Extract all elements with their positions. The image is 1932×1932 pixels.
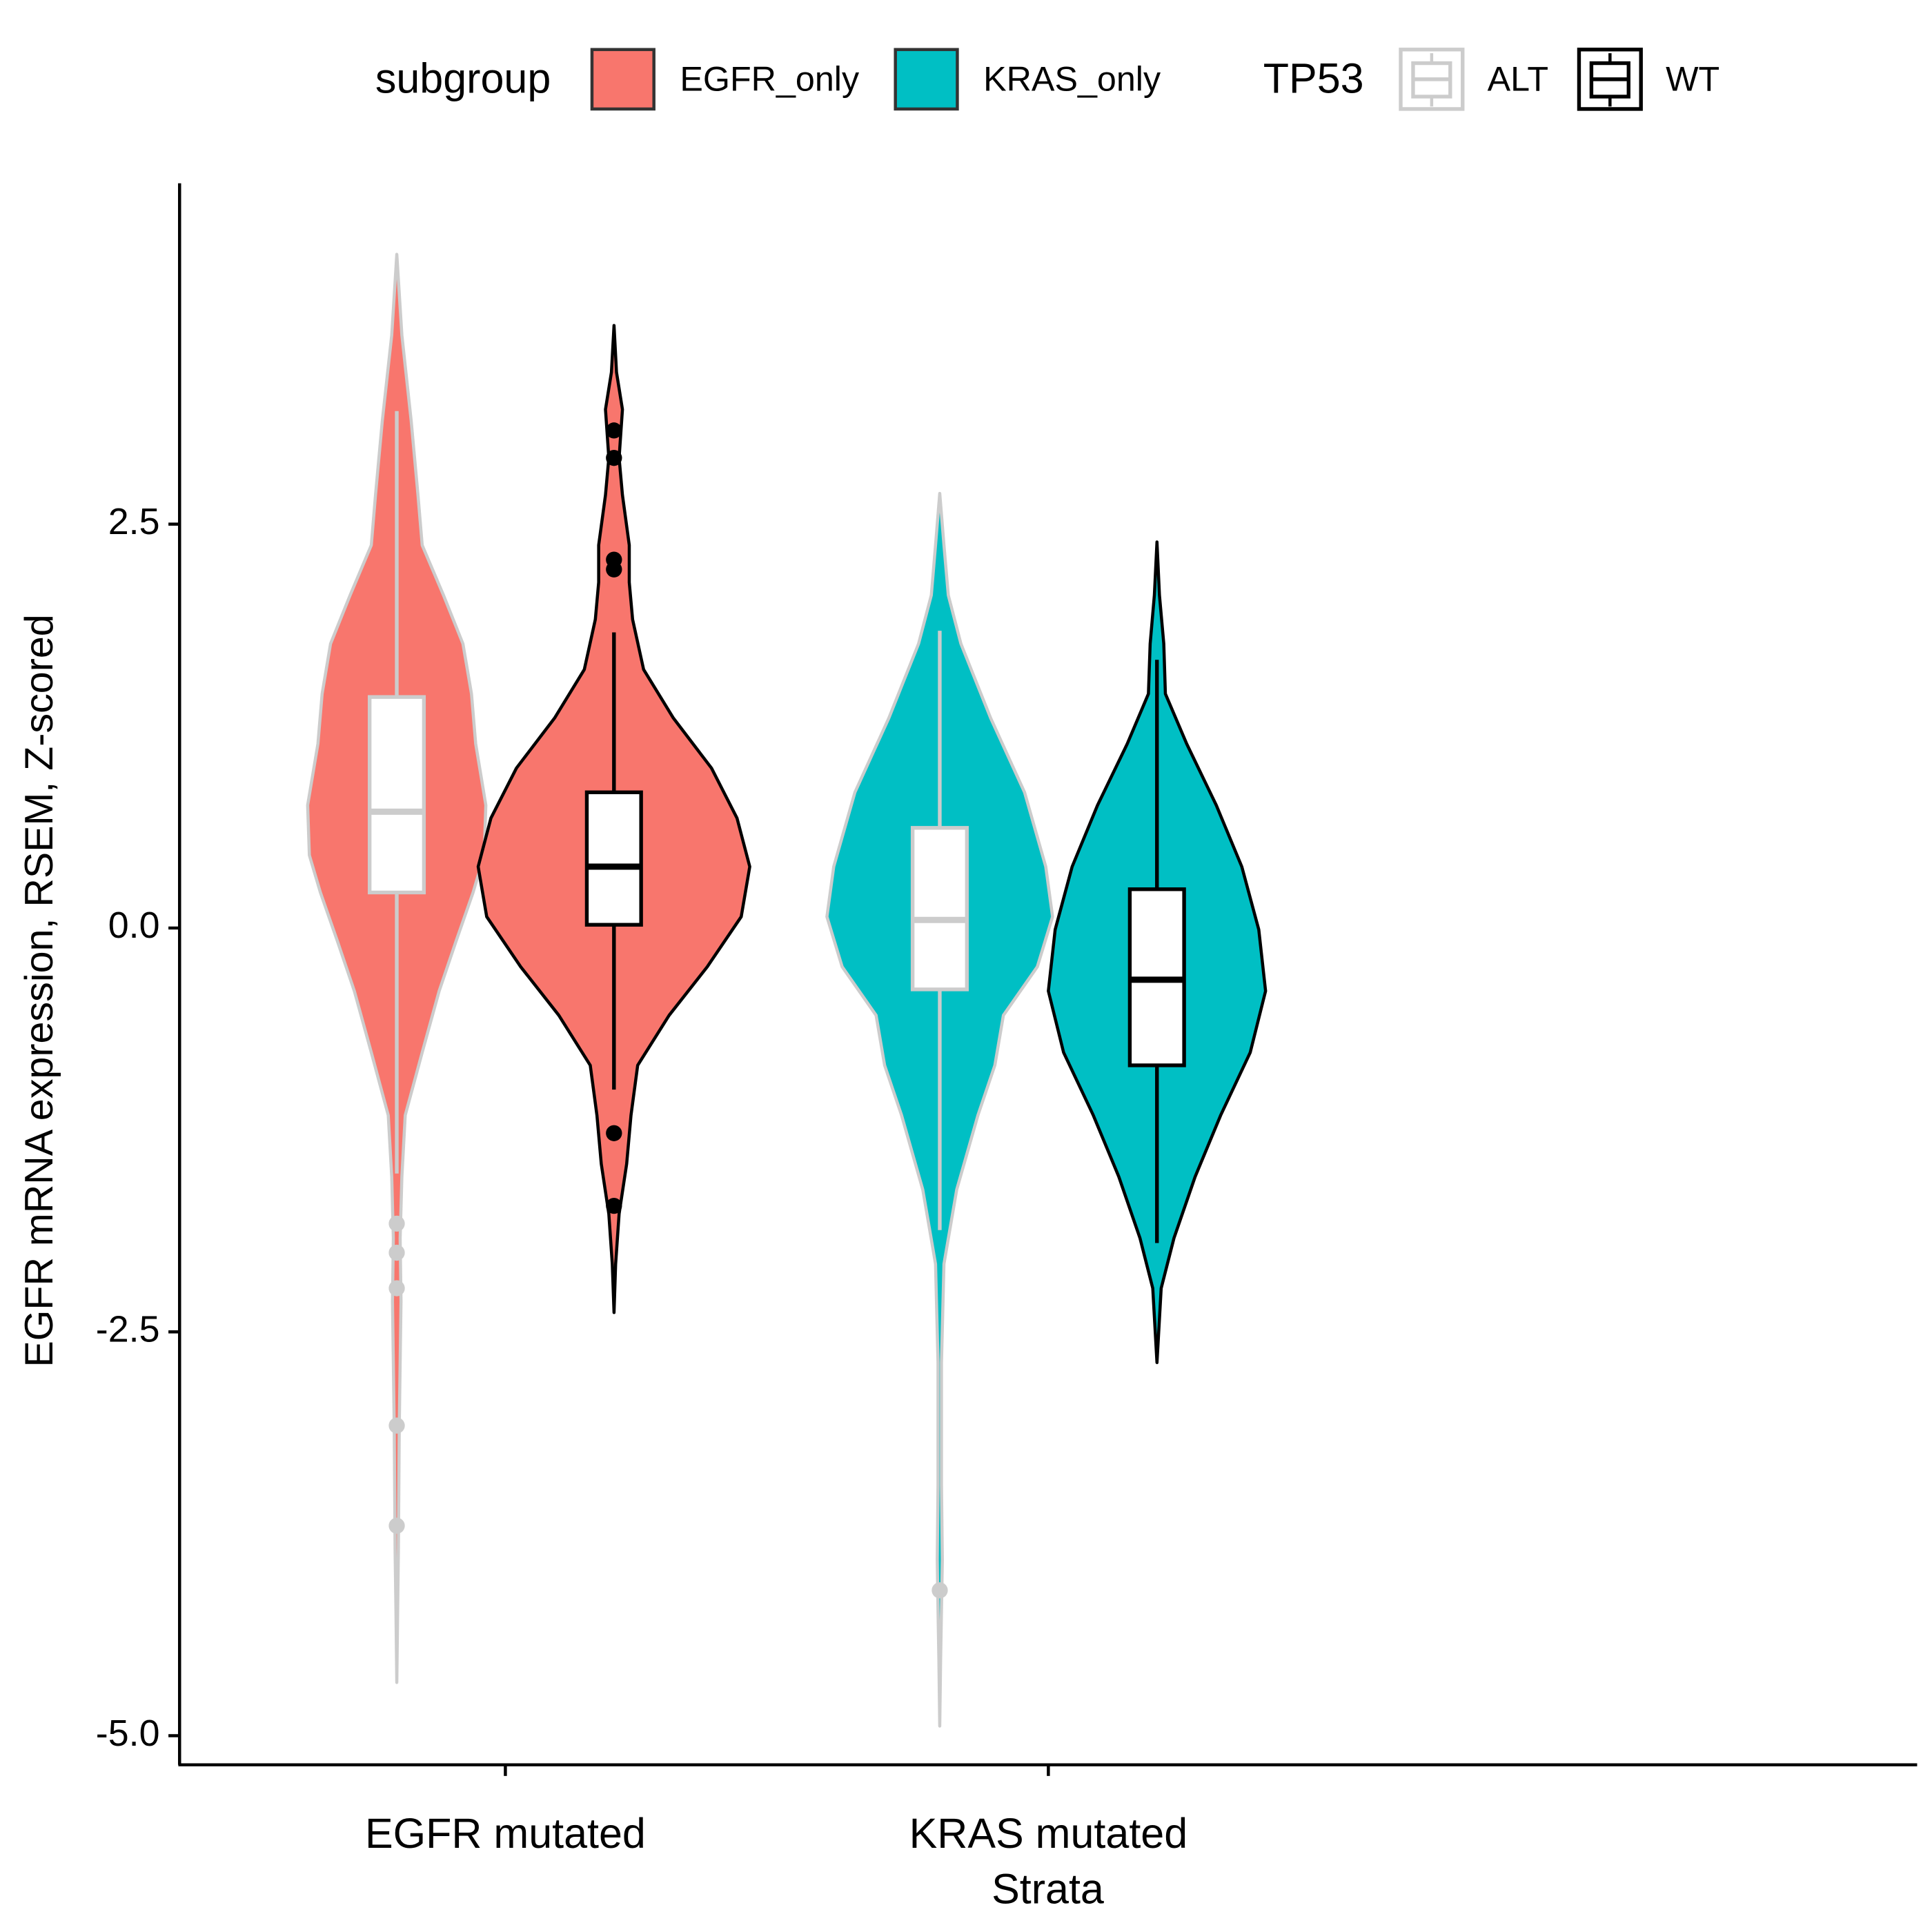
outlier <box>388 1280 405 1297</box>
y-axis-title: EGFR mRNA expression, RSEM, Z-scored <box>17 614 61 1367</box>
y-tick-label: -2.5 <box>96 1308 160 1350</box>
series-legend-title: TP53 <box>1263 55 1364 102</box>
outlier <box>606 561 622 578</box>
outlier <box>388 1517 405 1534</box>
outlier <box>606 1125 622 1141</box>
x-axis-title: Strata <box>992 1866 1104 1913</box>
outlier <box>606 422 622 439</box>
y-tick-label: -5.0 <box>96 1713 160 1754</box>
box <box>910 826 969 992</box>
fill-legend-title: subgroup <box>375 55 551 102</box>
legend-label: WT <box>1666 60 1719 99</box>
outlier <box>931 1582 948 1599</box>
legend-key <box>590 48 656 111</box>
x-tick-label: KRAS mutated <box>909 1810 1188 1857</box>
legend-label: KRAS_only <box>983 60 1161 99</box>
y-tick-label: 0.0 <box>108 905 160 946</box>
x-tick-label: EGFR mutated <box>365 1810 646 1857</box>
outlier <box>606 449 622 466</box>
outlier <box>388 1417 405 1434</box>
legend-label: EGFR_only <box>680 60 860 99</box>
outlier <box>388 1215 405 1232</box>
outlier <box>606 1197 622 1214</box>
legend-label: ALT <box>1488 60 1548 99</box>
outlier <box>388 1244 405 1261</box>
legend-key <box>894 48 959 111</box>
box <box>584 790 643 927</box>
y-tick-label: 2.5 <box>108 501 160 542</box>
box <box>367 695 426 895</box>
